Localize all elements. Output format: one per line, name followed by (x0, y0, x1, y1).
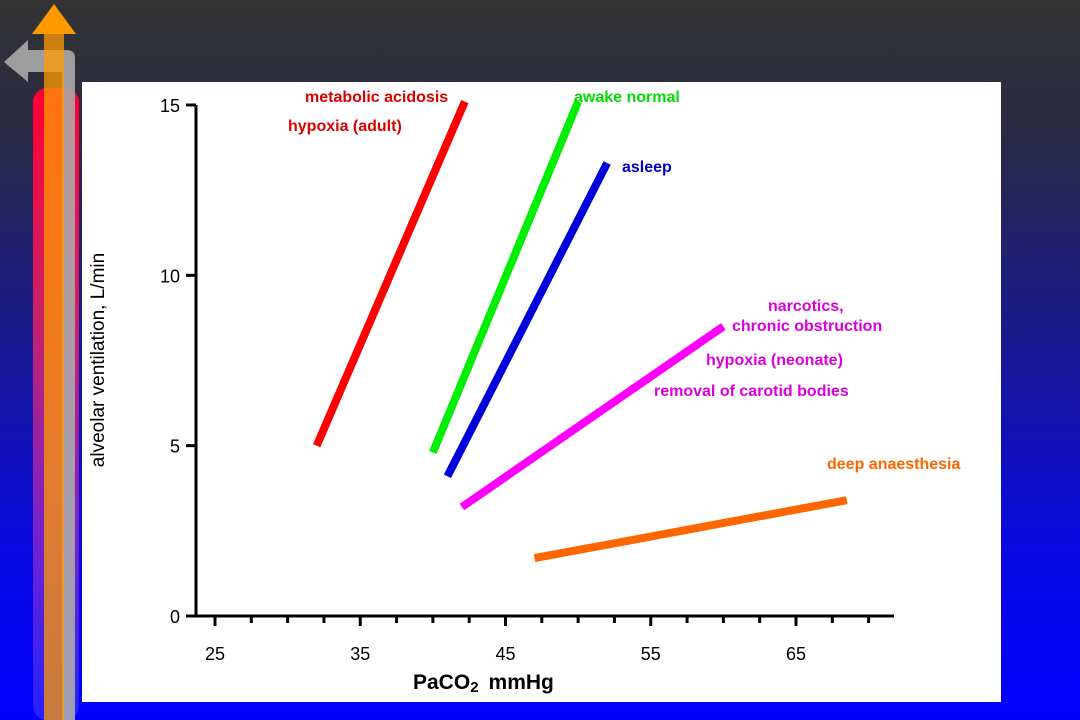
series-line-2 (443, 161, 611, 479)
x-tick-label: 35 (350, 644, 370, 664)
annotation-hypoxia-adult: hypoxia (adult) (288, 118, 402, 135)
y-axis-label: alveolar ventilation, L/min (88, 253, 109, 467)
series-line-0 (313, 100, 469, 448)
annotation-deep-anaesthesia: deep anaesthesia (827, 456, 961, 473)
series-line-3 (459, 323, 726, 511)
x-axis-label-subscript: 2 (470, 679, 478, 696)
annotation-chronic-obstruction: chronic obstruction (732, 318, 882, 335)
annotation-hypoxia-neonate: hypoxia (neonate) (706, 352, 843, 369)
up-arrow-icon[interactable] (32, 4, 76, 34)
series-line-4 (533, 496, 848, 563)
back-arrow-icon[interactable] (4, 40, 75, 720)
x-axis-label: PaCO2 mmHg (413, 671, 554, 696)
y-ticks: 0 5 10 15 (160, 96, 196, 627)
y-tick-label: 15 (160, 96, 180, 116)
x-tick-label: 55 (641, 644, 661, 664)
axes (194, 105, 894, 618)
x-axis-label-unit: mmHg (489, 671, 554, 694)
x-tick-label: 65 (786, 644, 806, 664)
x-axis-label-main: PaCO (413, 671, 470, 694)
series-line-1 (429, 100, 582, 455)
y-tick-label: 0 (170, 607, 180, 627)
annotation-narcotics: narcotics, (768, 298, 844, 315)
x-tick-label: 45 (495, 644, 515, 664)
slide-decoration (4, 4, 79, 720)
annotation-asleep: asleep (622, 159, 672, 176)
annotation-metabolic-acidosis: metabolic acidosis (305, 89, 448, 106)
annotation-awake-normal: awake normal (574, 89, 680, 106)
x-ticks: 25 35 45 55 65 (205, 616, 871, 664)
annotation-removal-carotid-bodies: removal of carotid bodies (654, 383, 849, 400)
x-tick-label: 25 (205, 644, 225, 664)
series-lines (313, 100, 848, 563)
annotations: metabolic acidosis hypoxia (adult) awake… (288, 89, 961, 473)
up-arrow-shaft (44, 30, 64, 720)
y-tick-label: 10 (160, 266, 180, 286)
y-tick-label: 5 (170, 437, 180, 457)
ventilation-chart: 0 5 10 15 25 35 45 55 65 alveolar ventilation, … (88, 89, 961, 696)
